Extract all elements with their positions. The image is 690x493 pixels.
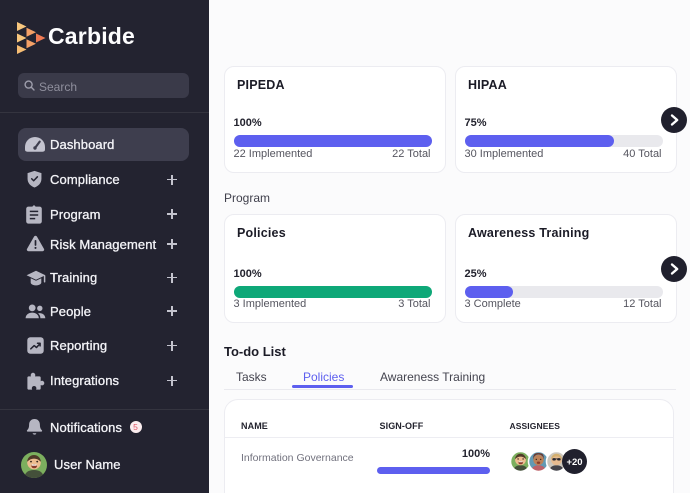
svg-text:+20: +20 — [566, 457, 582, 468]
